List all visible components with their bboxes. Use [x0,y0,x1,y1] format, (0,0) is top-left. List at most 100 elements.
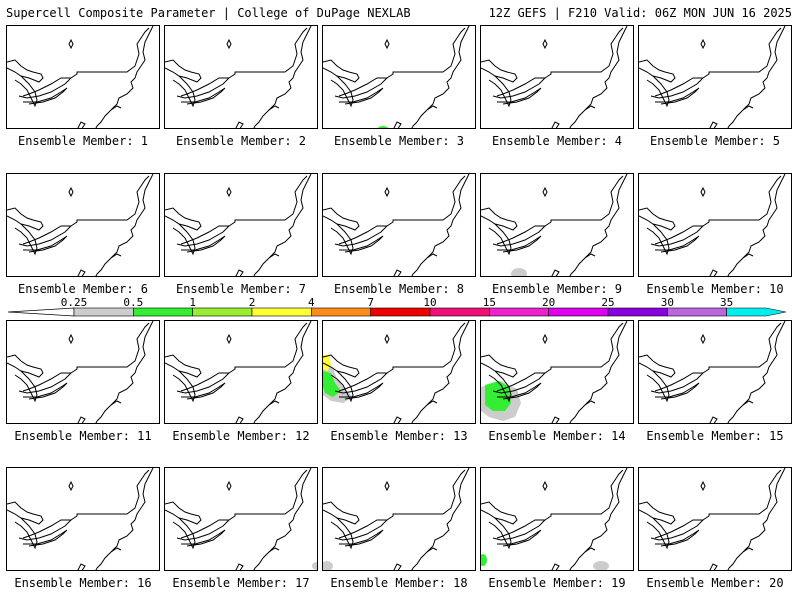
scp-contour-fill [312,562,317,570]
basemap [323,26,470,128]
coastline-outline [14,370,38,403]
coastline-outline [702,175,782,227]
coastline-outline [14,75,38,108]
coastline-outline [655,87,700,105]
coastline-outline [702,322,782,374]
ensemble-map-panel [6,467,160,571]
coastline-outline [614,468,628,509]
coastline-outline [339,382,384,400]
member-label: Ensemble Member: 17 [172,576,310,590]
coastline-outline [709,563,718,570]
coastline-outline [426,400,438,406]
coastline-outline [650,225,705,247]
coastline-outline [544,27,624,79]
ensemble-map-panel [164,173,318,277]
coastline-outline [323,207,360,231]
coastline-outline [384,186,390,198]
coastline-outline [411,507,458,570]
ensemble-map-panel [638,467,792,571]
coastline-outline [253,360,300,423]
member-label: Ensemble Member: 15 [646,429,784,443]
coastline-outline [727,65,774,128]
member-label: Ensemble Member: 12 [172,429,310,443]
colorbar-segment [667,307,727,317]
coastline-outline [614,321,628,362]
coastline-outline [228,469,308,521]
coastline-outline [334,519,389,541]
member-label: Ensemble Member: 18 [330,576,468,590]
coastline-outline [584,400,596,406]
basemap [165,26,312,128]
coastline-outline [700,333,706,345]
coastline-outline [386,27,466,79]
coastline-outline [393,563,402,570]
ensemble-map-panel [480,467,634,571]
coastline-outline [235,416,244,423]
ensemble-map-panel [6,25,160,129]
coastline-outline [70,322,150,374]
basemap [7,26,154,128]
basemap [639,321,786,423]
ensemble-map-panel [164,320,318,424]
coastline-outline [181,382,226,400]
coastline-outline [68,186,74,198]
coastline-outline [14,223,38,256]
coastline-outline [330,370,354,403]
coastline-outline [614,26,628,67]
coastline-outline [551,416,560,423]
ensemble-map-panel [480,173,634,277]
coastline-outline [655,529,700,547]
coastline-outline [426,547,438,553]
coastline-outline [70,175,150,227]
coastline-outline [68,480,74,492]
ensemble-map-panel [638,320,792,424]
member-label: Ensemble Member: 5 [649,134,781,148]
colorbar-tick-label: 1 [189,296,196,309]
member-label: Ensemble Member: 2 [175,134,307,148]
coastline-outline [772,174,786,215]
member-label: Ensemble Member: 14 [488,429,626,443]
coastline-outline [639,207,676,231]
coastline-outline [488,517,512,550]
basemap [481,321,628,423]
coastline-outline [253,507,300,570]
coastline-outline [165,207,202,231]
coastline-outline [639,501,676,525]
scp-contour-fill [323,561,333,570]
coastline-outline [268,253,280,259]
coastline-outline [639,59,676,83]
coastline-outline [110,547,122,553]
ensemble-map-panel [164,25,318,129]
coastline-outline [709,269,718,276]
coastline-outline [95,65,142,128]
coastline-outline [165,354,202,378]
coastline-outline [323,501,360,525]
scp-contour-fill [323,355,331,371]
ensemble-map-panel [6,320,160,424]
ensemble-map-panel [480,320,634,424]
colorbar-tick-label: 10 [423,296,437,309]
scp-contour-fill [481,554,487,566]
ensemble-map-panel [322,467,476,571]
member-label: Ensemble Member: 1 [17,134,149,148]
scp-contour-fill [323,371,341,397]
coastline-outline [339,235,384,253]
coastline-outline [569,65,616,128]
basemap [165,468,317,570]
member-label: Ensemble Member: 20 [646,576,784,590]
coastline-outline [70,27,150,79]
coastline-outline [709,121,718,128]
coastline-outline [323,59,360,83]
coastline-outline [18,372,73,394]
member-label: Ensemble Member: 3 [333,134,465,148]
coastline-outline [650,77,705,99]
coastline-outline [140,174,154,215]
colorbar-segment [370,307,431,317]
coastline-outline [298,321,312,362]
coastline-outline [569,213,616,276]
coastline-outline [384,480,390,492]
coastline-outline [268,547,280,553]
coastline-outline [110,253,122,259]
coastline-outline [339,529,384,547]
coastline-outline [497,529,542,547]
